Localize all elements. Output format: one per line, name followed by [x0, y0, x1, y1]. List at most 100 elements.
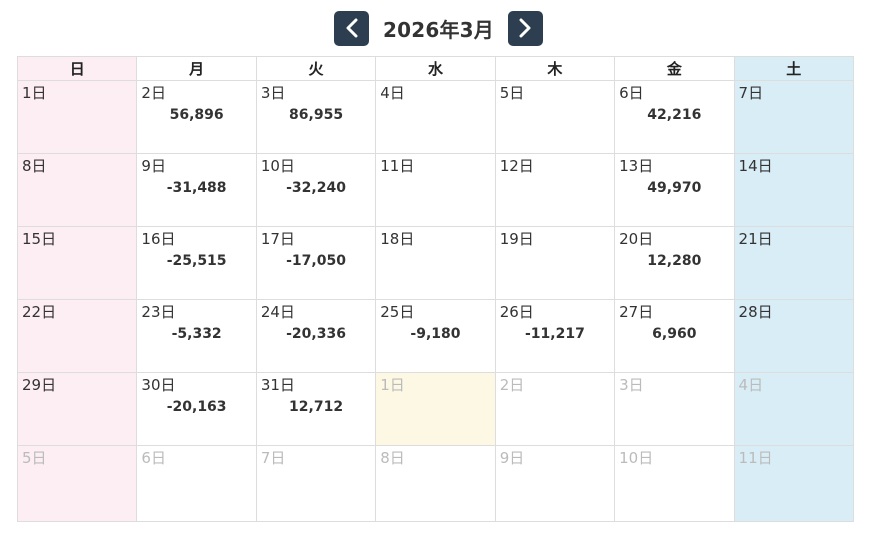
day-number: 19日 [499, 230, 534, 248]
day-cell[interactable]: 7日 [733, 80, 855, 154]
day-cell[interactable]: 27日 6,960 [614, 299, 735, 373]
day-number: 13日 [619, 157, 654, 175]
day-number: 11日 [738, 449, 773, 467]
day-cell[interactable]: 12日 [494, 153, 616, 227]
week-row: 29日 30日 -20,163 31日 12,712 1日 2日 3日 4日 [16, 372, 855, 446]
chevron-right-icon [519, 18, 531, 38]
day-cell[interactable]: 30日 -20,163 [136, 372, 257, 446]
day-cell[interactable]: 9日 [494, 445, 616, 522]
day-cell[interactable]: 18日 [375, 226, 496, 300]
day-cell[interactable]: 24日 -20,336 [255, 299, 377, 373]
day-cell[interactable]: 17日 -17,050 [255, 226, 377, 300]
day-number: 10日 [619, 449, 654, 467]
day-cell[interactable]: 6日 [136, 445, 257, 522]
day-amount: -17,050 [286, 253, 346, 269]
day-cell[interactable]: 29日 [16, 372, 138, 446]
day-cell[interactable]: 2日 [494, 372, 616, 446]
day-cell[interactable]: 28日 [733, 299, 855, 373]
day-number: 1日 [380, 376, 405, 394]
day-number: 28日 [738, 303, 773, 321]
weekday-friday: 金 [614, 56, 735, 81]
day-amount: 42,216 [647, 107, 702, 123]
day-number: 14日 [738, 157, 773, 175]
day-number: 31日 [260, 376, 295, 394]
day-cell[interactable]: 4日 [375, 80, 496, 154]
day-number: 17日 [260, 230, 295, 248]
day-amount: -31,488 [166, 180, 227, 196]
day-number: 26日 [499, 303, 534, 321]
day-cell[interactable]: 25日 -9,180 [375, 299, 496, 373]
day-number: 6日 [141, 449, 166, 467]
day-number: 23日 [141, 303, 176, 321]
day-cell[interactable]: 15日 [16, 226, 138, 300]
day-number: 5日 [22, 449, 47, 467]
weekday-wednesday: 水 [375, 56, 496, 81]
day-number: 5日 [499, 84, 525, 102]
day-cell[interactable]: 4日 [733, 372, 855, 446]
day-cell[interactable]: 3日 [614, 372, 735, 446]
day-amount: 86,955 [289, 107, 344, 123]
day-number: 18日 [380, 230, 415, 248]
day-cell[interactable]: 14日 [733, 153, 855, 227]
day-number: 8日 [380, 449, 405, 467]
day-number: 3日 [260, 84, 286, 102]
month-title: 2026年3月 [383, 17, 494, 42]
day-cell[interactable]: 7日 [255, 445, 377, 522]
day-number: 10日 [260, 157, 295, 175]
weekday-header-row: 日 月 火 水 木 金 土 [16, 56, 855, 81]
day-number: 7日 [738, 84, 764, 102]
day-number: 7日 [260, 449, 286, 467]
day-cell[interactable]: 10日 [614, 445, 735, 522]
day-number: 20日 [619, 230, 654, 248]
day-number: 4日 [738, 376, 764, 394]
calendar-grid: 日 月 火 水 木 金 土 1日 2日 56,896 3日 86,955 4日 5日… [16, 56, 855, 522]
weekday-sunday: 日 [16, 56, 138, 81]
day-cell[interactable]: 2日 56,896 [136, 80, 257, 154]
weekday-thursday: 木 [494, 56, 616, 81]
day-cell[interactable]: 16日 -25,515 [136, 226, 257, 300]
day-amount: -32,240 [286, 180, 346, 196]
day-cell[interactable]: 5日 [16, 445, 138, 522]
day-cell[interactable]: 10日 -32,240 [255, 153, 377, 227]
chevron-left-icon [346, 18, 357, 38]
day-amount: -5,332 [171, 326, 222, 342]
day-cell[interactable]: 22日 [16, 299, 138, 373]
day-amount: 56,896 [169, 107, 224, 123]
day-amount: 6,960 [652, 326, 697, 342]
day-cell[interactable]: 11日 [733, 445, 855, 522]
day-cell[interactable]: 5日 [494, 80, 616, 154]
day-amount: -11,217 [524, 326, 585, 342]
day-cell[interactable]: 9日 -31,488 [136, 153, 257, 227]
week-row: 8日 9日 -31,488 10日 -32,240 11日 12日 13日 49,97… [16, 153, 855, 227]
day-cell[interactable]: 8日 [375, 445, 496, 522]
day-cell[interactable]: 23日 -5,332 [136, 299, 257, 373]
day-cell[interactable]: 3日 86,955 [255, 80, 377, 154]
day-amount: 12,712 [289, 399, 344, 415]
prev-month-button[interactable] [334, 10, 369, 46]
day-cell[interactable]: 8日 [16, 153, 138, 227]
day-number: 24日 [260, 303, 295, 321]
day-number: 9日 [141, 157, 166, 175]
day-cell[interactable]: 31日 12,712 [255, 372, 377, 446]
day-number: 3日 [619, 376, 644, 394]
day-number: 22日 [22, 303, 57, 321]
day-number: 30日 [141, 376, 176, 394]
day-cell-today[interactable]: 1日 [375, 372, 496, 446]
day-cell[interactable]: 6日 42,216 [614, 80, 735, 154]
day-cell[interactable]: 26日 -11,217 [494, 299, 616, 373]
day-number: 2日 [141, 84, 166, 102]
next-month-button[interactable] [507, 10, 543, 46]
calendar-header: 2026年3月 [0, 10, 877, 46]
day-cell[interactable]: 19日 [494, 226, 616, 300]
day-cell[interactable]: 20日 12,280 [614, 226, 735, 300]
day-amount: 49,970 [647, 180, 702, 196]
day-cell[interactable]: 13日 49,970 [614, 153, 735, 227]
day-amount: -20,163 [166, 399, 227, 415]
day-cell[interactable]: 11日 [375, 153, 496, 227]
day-number: 9日 [499, 449, 525, 467]
day-cell[interactable]: 1日 [16, 80, 138, 154]
week-row: 1日 2日 56,896 3日 86,955 4日 5日 6日 42,216 7日 [16, 80, 855, 154]
day-number: 6日 [619, 84, 644, 102]
day-number: 16日 [141, 230, 176, 248]
day-cell[interactable]: 21日 [733, 226, 855, 300]
